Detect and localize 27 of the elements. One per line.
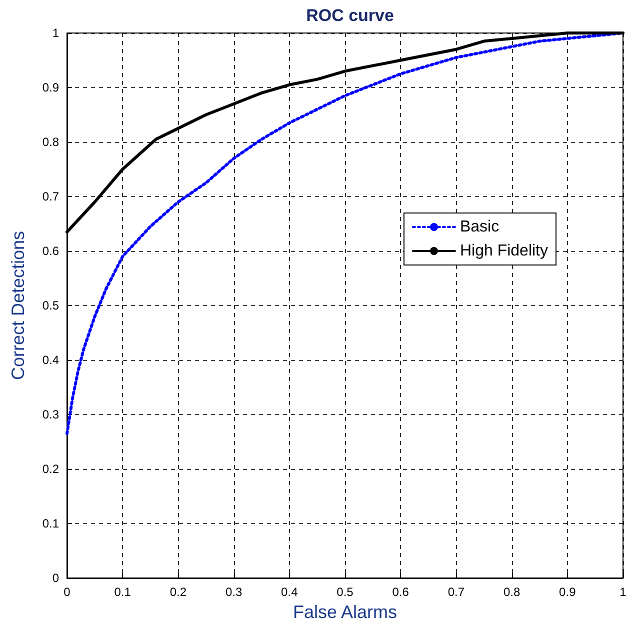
x-tick-label: 0.7 bbox=[448, 585, 465, 599]
x-tick-label: 0.8 bbox=[503, 585, 520, 599]
x-axis-title: False Alarms bbox=[292, 602, 398, 622]
y-tick-label: 0.3 bbox=[42, 408, 60, 422]
y-tick-label: 0.6 bbox=[42, 244, 60, 258]
y-tick-label: 0.4 bbox=[42, 353, 60, 367]
x-tick-label: 0.4 bbox=[281, 585, 298, 599]
y-tick-label: 0 bbox=[52, 571, 60, 585]
y-tick-label: 1 bbox=[52, 26, 60, 40]
x-tick-label: 1 bbox=[620, 585, 627, 599]
chart-title: ROC curve bbox=[306, 6, 394, 25]
y-tick-label: 0.8 bbox=[42, 135, 60, 149]
x-tick-label: 0.6 bbox=[392, 585, 410, 599]
y-tick-label: 0.9 bbox=[42, 80, 60, 94]
y-tick-label: 0.7 bbox=[42, 190, 60, 204]
x-tick-label: 0.2 bbox=[170, 585, 187, 599]
y-tick-label: 0.5 bbox=[42, 298, 60, 312]
y-axis-title: Correct Detections bbox=[8, 230, 28, 380]
y-tick-label: 0.1 bbox=[42, 516, 60, 530]
y-tick-label: 0.2 bbox=[42, 462, 60, 476]
x-tick-label: 0.9 bbox=[559, 585, 576, 599]
x-tick-label: 0 bbox=[64, 585, 71, 599]
x-tick-label: 0.5 bbox=[336, 585, 354, 599]
legend-label: Basic bbox=[460, 218, 500, 236]
x-tick-label: 0.3 bbox=[225, 585, 242, 599]
legend-label: High Fidelity bbox=[460, 242, 548, 260]
x-tick-label: 0.1 bbox=[114, 585, 132, 599]
